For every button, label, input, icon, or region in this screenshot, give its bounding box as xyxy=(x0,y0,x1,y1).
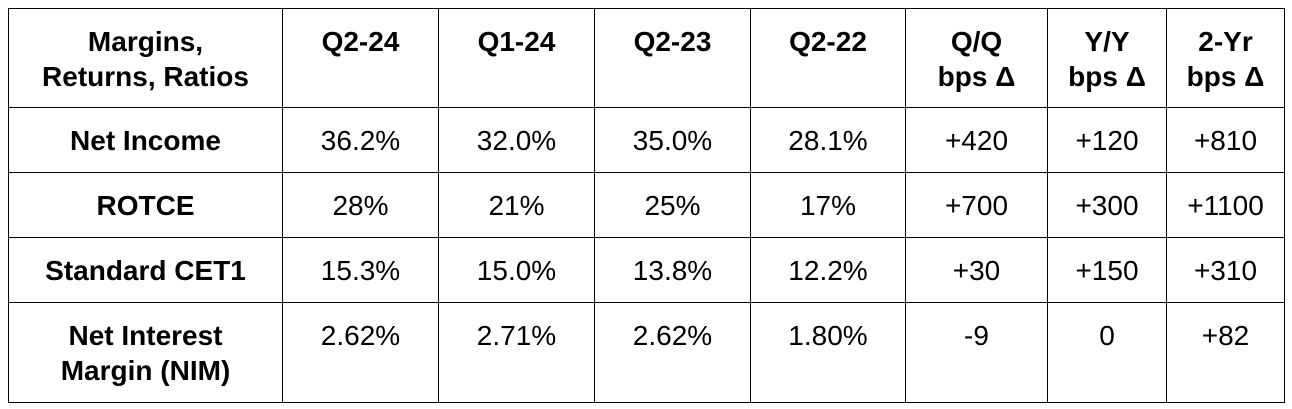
cell-line: Q2-23 xyxy=(633,26,712,57)
cell-line: +420 xyxy=(944,125,1009,156)
header-cell: Q/Q bps Δ xyxy=(905,8,1048,108)
header-cell: Q2-24 xyxy=(282,8,439,108)
cell-line: +810 xyxy=(1193,125,1258,156)
cell-line: Standard CET1 xyxy=(45,255,246,286)
data-cell: 1.80% xyxy=(750,302,906,403)
cell-line: 13.8% xyxy=(632,255,713,286)
cell-line: Q2-22 xyxy=(789,26,867,57)
data-cell: 13.8% xyxy=(594,237,751,303)
cell-line: +150 xyxy=(1075,255,1139,286)
row-label: Net Income xyxy=(8,107,283,173)
cell-line: 21% xyxy=(488,190,545,221)
cell-line: Q2-24 xyxy=(321,26,400,57)
data-cell: +700 xyxy=(905,172,1048,238)
data-cell: +120 xyxy=(1047,107,1167,173)
header-cell: Margins, Returns, Ratios xyxy=(8,8,283,108)
data-cell: 2.62% xyxy=(594,302,751,403)
data-cell: +30 xyxy=(905,237,1048,303)
data-cell: 28.1% xyxy=(750,107,906,173)
data-cell: 0 xyxy=(1047,302,1167,403)
data-cell: +420 xyxy=(905,107,1048,173)
data-cell: 35.0% xyxy=(594,107,751,173)
data-row: Net Interest Margin (NIM) 2.62% 2.71% 2.62% 1… xyxy=(8,302,1285,403)
data-cell: 21% xyxy=(438,172,595,238)
data-row: ROTCE 28% 21% 25% 17% +700 +300 +1100 xyxy=(8,172,1285,238)
cell-line: +82 xyxy=(1201,320,1250,351)
data-cell: 15.0% xyxy=(438,237,595,303)
cell-line: 2.71% xyxy=(476,320,557,351)
cell-line: Margin (NIM) xyxy=(60,355,231,386)
cell-line: +120 xyxy=(1075,125,1139,156)
data-cell: +300 xyxy=(1047,172,1167,238)
data-row: Standard CET1 15.3% 15.0% 13.8% 12.2% +30 +150… xyxy=(8,237,1285,303)
data-cell: 25% xyxy=(594,172,751,238)
cell-line: 0 xyxy=(1099,320,1115,351)
cell-line: 32.0% xyxy=(476,125,557,156)
cell-line: 17% xyxy=(799,190,857,221)
header-cell: Q2-22 xyxy=(750,8,906,108)
data-cell: 36.2% xyxy=(282,107,439,173)
cell-line: Margins, xyxy=(87,26,204,57)
cell-line: +310 xyxy=(1193,255,1258,286)
header-row: Margins, Returns, Ratios Q2-24 Q1-24 Q2-23 Q2… xyxy=(8,8,1285,108)
cell-line: 35.0% xyxy=(632,125,713,156)
cell-line: 15.0% xyxy=(476,255,557,286)
data-cell: +82 xyxy=(1166,302,1285,403)
cell-line: ROTCE xyxy=(96,190,195,221)
cell-line: 25% xyxy=(644,190,701,221)
cell-line: +700 xyxy=(944,190,1009,221)
data-cell: 17% xyxy=(750,172,906,238)
cell-line: 12.2% xyxy=(788,255,868,286)
cell-line: Q1-24 xyxy=(477,26,556,57)
table-body: Margins, Returns, Ratios Q2-24 Q1-24 Q2-23 Q2… xyxy=(8,8,1285,403)
header-cell: Q2-23 xyxy=(594,8,751,108)
row-label: Net Interest Margin (NIM) xyxy=(8,302,283,403)
header-cell: Q1-24 xyxy=(438,8,595,108)
cell-line: Net Income xyxy=(70,125,221,156)
cell-line: +1100 xyxy=(1187,190,1264,221)
cell-line: 2.62% xyxy=(320,320,401,351)
cell-line: 36.2% xyxy=(320,125,401,156)
cell-line: +30 xyxy=(952,255,1001,286)
data-cell: +150 xyxy=(1047,237,1167,303)
cell-line: bps Δ xyxy=(937,61,1016,92)
data-cell: +1100 xyxy=(1166,172,1285,238)
header-cell: Y/Y bps Δ xyxy=(1047,8,1167,108)
cell-line: -9 xyxy=(964,320,989,351)
cell-line: 28% xyxy=(332,190,389,221)
cell-line: 1.80% xyxy=(788,320,868,351)
cell-line: Q/Q xyxy=(950,26,1003,57)
cell-line: 2.62% xyxy=(632,320,713,351)
cell-line: 28.1% xyxy=(788,125,868,156)
data-cell: 2.71% xyxy=(438,302,595,403)
data-cell: 2.62% xyxy=(282,302,439,403)
data-cell: +310 xyxy=(1166,237,1285,303)
cell-line: 15.3% xyxy=(320,255,401,286)
cell-line: bps Δ xyxy=(1068,61,1146,92)
data-cell: 32.0% xyxy=(438,107,595,173)
data-cell: 15.3% xyxy=(282,237,439,303)
data-cell: 12.2% xyxy=(750,237,906,303)
data-cell: +810 xyxy=(1166,107,1285,173)
row-label: ROTCE xyxy=(8,172,283,238)
row-label: Standard CET1 xyxy=(8,237,283,303)
cell-line: Y/Y xyxy=(1084,26,1130,57)
cell-line: Returns, Ratios xyxy=(42,61,249,92)
data-cell: -9 xyxy=(905,302,1048,403)
header-cell: 2-Yr bps Δ xyxy=(1166,8,1285,108)
cell-line: bps Δ xyxy=(1186,61,1265,92)
metrics-table: Margins, Returns, Ratios Q2-24 Q1-24 Q2-23 Q2… xyxy=(8,8,1285,403)
data-cell: 28% xyxy=(282,172,439,238)
cell-line: Net Interest xyxy=(68,320,223,351)
cell-line: +300 xyxy=(1075,190,1139,221)
data-row: Net Income 36.2% 32.0% 35.0% 28.1% +420 +120 +8… xyxy=(8,107,1285,173)
cell-line: 2-Yr xyxy=(1198,26,1253,57)
